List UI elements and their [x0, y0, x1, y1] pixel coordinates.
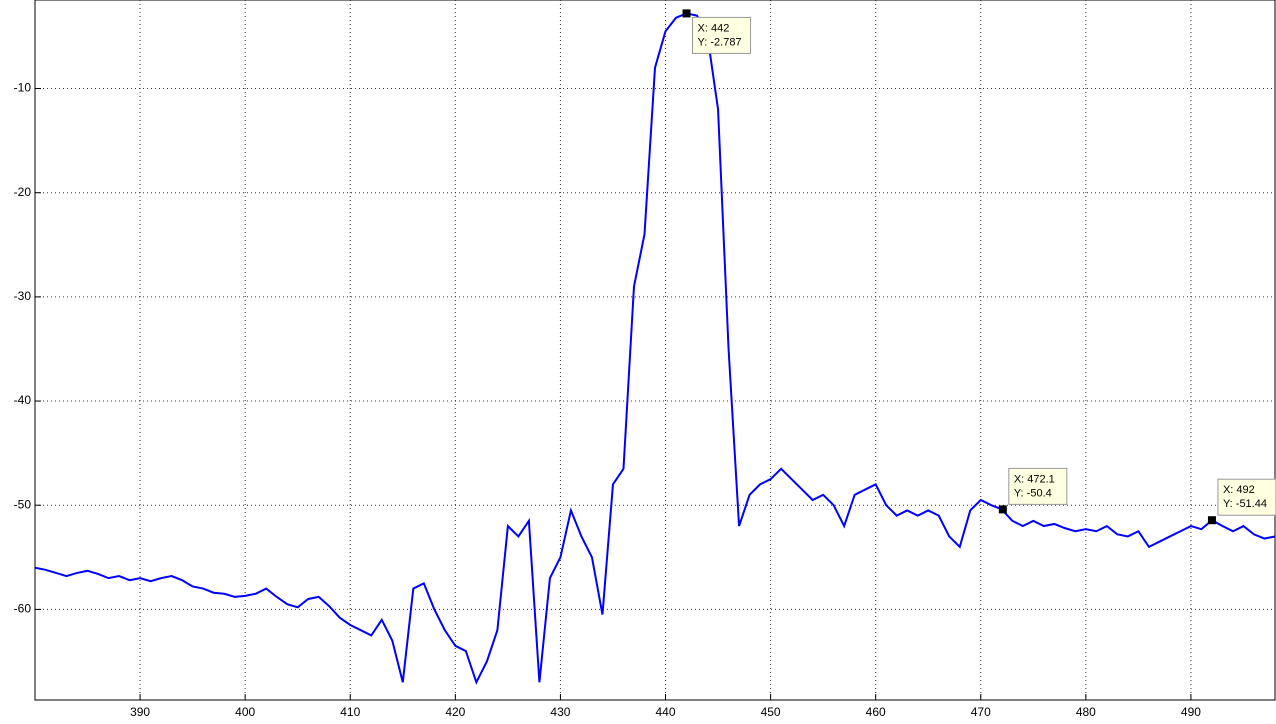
tip-text: X: 492 — [1223, 484, 1255, 496]
x-tick-label: 440 — [655, 705, 675, 719]
x-tick-label: 470 — [971, 705, 991, 719]
data-tip: X: 492 Y: -51.44 — [1207, 478, 1276, 525]
x-tick-label: 460 — [866, 705, 886, 719]
tip-text: Y: -50.4 — [1014, 487, 1052, 499]
y-tick-label: -60 — [14, 602, 32, 616]
x-tick-label: 450 — [761, 705, 781, 719]
y-tick-label: -30 — [14, 289, 32, 303]
data-line — [34, 12, 1276, 685]
tip-box — [1217, 478, 1276, 516]
x-tick-label: 400 — [235, 705, 255, 719]
data-tip: X: 442 Y: -2.787 — [682, 9, 752, 54]
x-tick-label: 490 — [1181, 705, 1201, 719]
tip-text: X: 472.1 — [1014, 473, 1055, 485]
data-tip: X: 472.1 Y: -50.4 — [998, 467, 1068, 514]
tip-text: Y: -51.44 — [1223, 498, 1267, 510]
tip-box — [1008, 467, 1068, 505]
tip-marker — [998, 505, 1007, 514]
x-tick-label: 430 — [550, 705, 570, 719]
y-tick-label: -20 — [14, 185, 32, 199]
y-tick-label: -10 — [14, 81, 32, 95]
x-tick-label: 410 — [340, 705, 360, 719]
tip-text: Y: -2.787 — [698, 36, 742, 48]
x-tick-label: 480 — [1076, 705, 1096, 719]
tip-text: X: 442 — [698, 22, 730, 34]
x-tick-label: 390 — [130, 705, 150, 719]
x-tick-label: 420 — [445, 705, 465, 719]
y-tick-label: -40 — [14, 393, 32, 407]
plot-area — [34, 0, 1276, 701]
tip-marker — [682, 9, 691, 18]
tip-marker — [1207, 516, 1216, 525]
y-tick-label: -50 — [14, 497, 32, 511]
tip-box — [692, 16, 752, 54]
